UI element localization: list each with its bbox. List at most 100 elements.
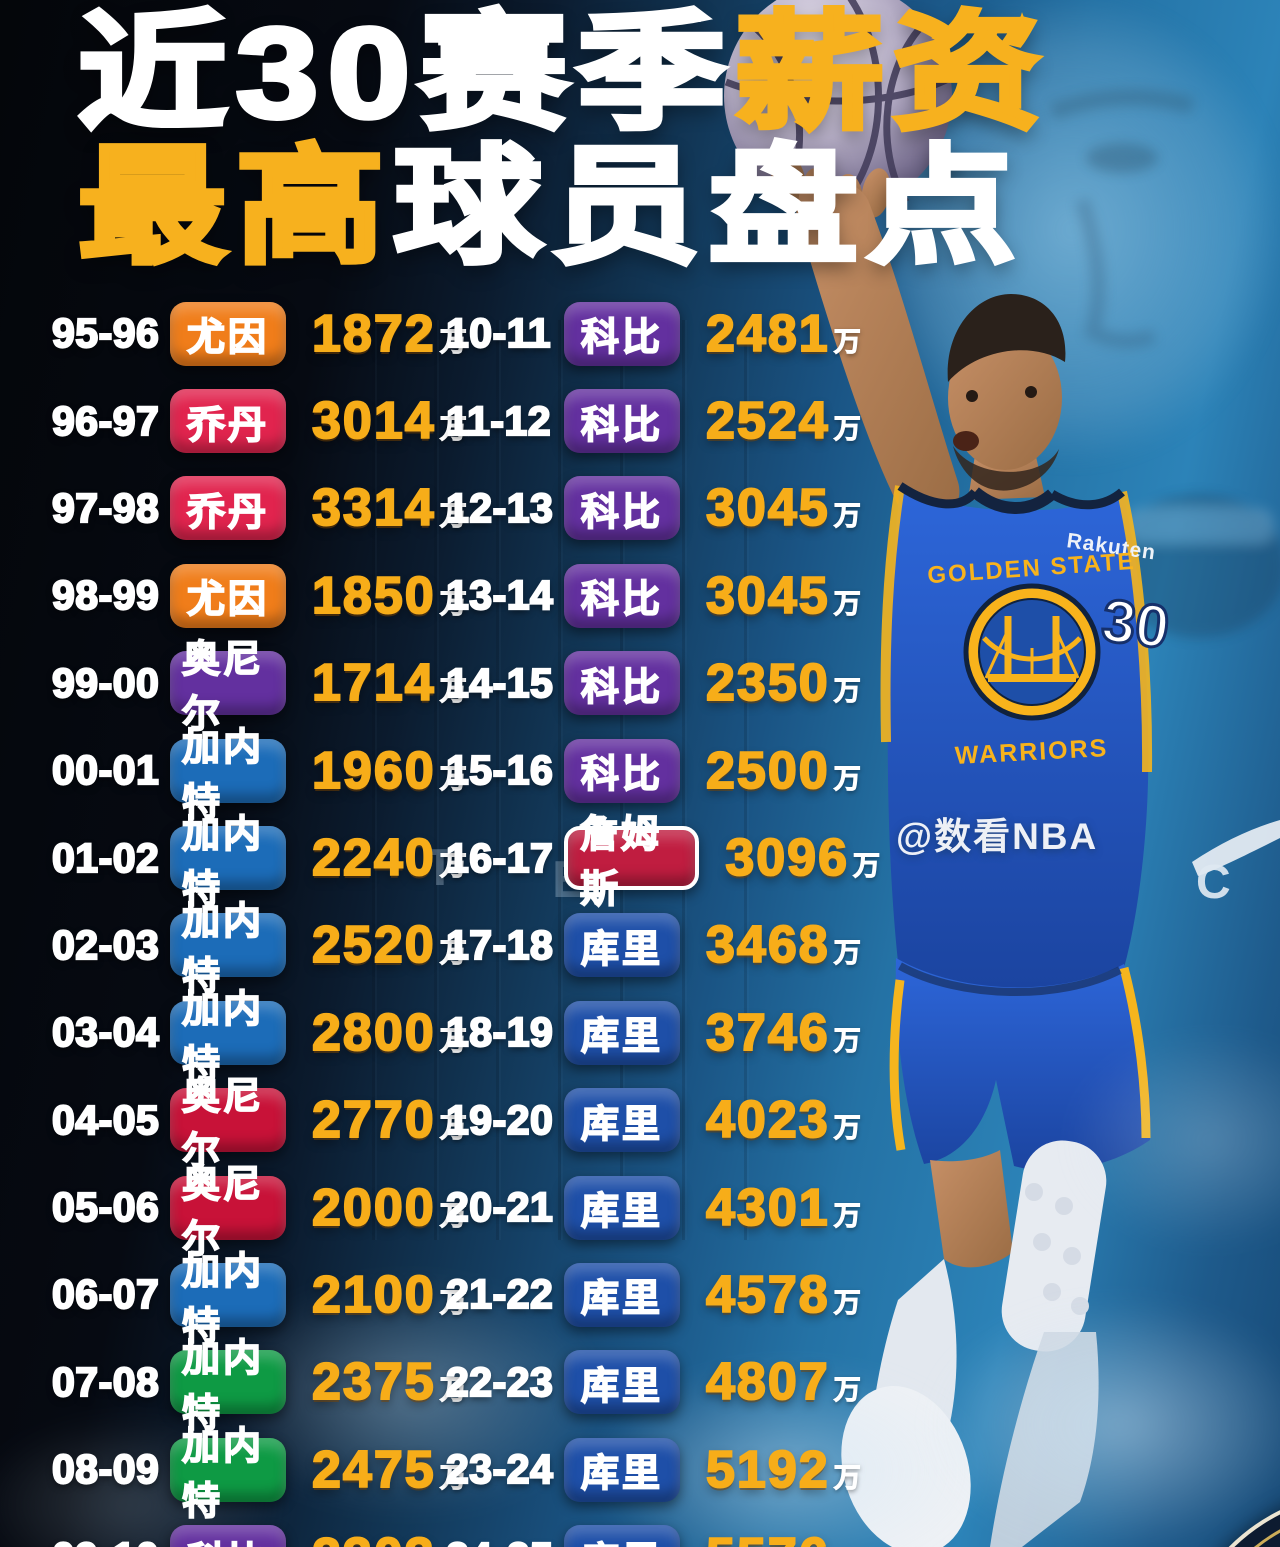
season-label: 99-00 xyxy=(51,659,160,707)
salary-number: 2800 xyxy=(311,1003,436,1063)
salary-unit: 万 xyxy=(833,1462,861,1493)
player-badge: 尤因 xyxy=(170,301,286,366)
salary-column-left: 95-96 尤因 1872 万 96-97 乔丹 3014 万 97-98 乔丹 3314 万 98-9… xyxy=(51,290,467,1547)
salary-unit: 万 xyxy=(833,326,861,357)
salary-row: 96-97 乔丹 3014 万 xyxy=(51,377,467,464)
salary-unit: 万 xyxy=(439,501,467,532)
salary-number: 2000 xyxy=(311,1178,436,1238)
salary-row: 10-11 科比 2481 万 xyxy=(445,290,880,377)
season-label: 23-24 xyxy=(445,1445,554,1493)
salary-number: 4807 xyxy=(705,1352,830,1412)
season-label: 24-25 xyxy=(445,1533,564,1547)
player-badge: 奥尼尔 xyxy=(170,1163,286,1261)
title-part-3: 最高 xyxy=(75,136,394,279)
salary-unit: 万 xyxy=(439,1025,467,1056)
salary-value: 2800 万 xyxy=(311,1003,467,1063)
salary-number: 2100 xyxy=(311,1265,436,1325)
season-label: 01-02 xyxy=(51,833,160,881)
salary-unit: 万 xyxy=(833,1375,861,1406)
player-head xyxy=(947,294,1066,500)
player-badge: 乔丹 xyxy=(170,476,286,541)
salary-value: 3468 万 xyxy=(705,915,861,975)
salary-value: 2350 万 xyxy=(705,653,861,713)
jersey-number-text: 30 xyxy=(1098,586,1172,661)
player-arm xyxy=(770,150,960,522)
salary-row: 17-18 库里 3468 万 xyxy=(445,902,880,989)
salary-number: 4578 xyxy=(705,1265,830,1325)
salary-unit: 万 xyxy=(439,1287,467,1318)
salary-number: 2481 xyxy=(705,304,830,364)
salary-row: 02-03 加内特 2520 万 xyxy=(51,901,467,1000)
salary-value: 2500 万 xyxy=(705,741,861,801)
season-label: 19-20 xyxy=(445,1096,554,1144)
salary-number: 3746 xyxy=(705,1003,830,1063)
season-label: 11-12 xyxy=(445,396,552,444)
player-badge: 加内特 xyxy=(170,813,286,912)
salary-number: 3468 xyxy=(705,915,830,975)
salary-unit: 万 xyxy=(439,938,467,969)
warriors-logo xyxy=(963,583,1101,721)
player-badge: 乔丹 xyxy=(170,389,286,454)
salary-unit: 万 xyxy=(853,851,881,882)
salary-value: 3096 万 xyxy=(724,828,881,888)
salary-row: 05-06 奥尼尔 2000 万 xyxy=(51,1163,467,1262)
background-c-letter: C xyxy=(1196,856,1231,909)
season-label: 14-15 xyxy=(445,659,554,707)
season-label: 95-96 xyxy=(51,309,160,357)
salary-value: 1872 万 xyxy=(311,304,467,364)
season-label: 17-18 xyxy=(445,921,554,969)
salary-unit: 万 xyxy=(439,588,467,619)
season-label: 09-10 xyxy=(51,1533,170,1547)
player-badge: 科比 xyxy=(564,389,680,454)
salary-unit: 万 xyxy=(439,851,467,882)
salary-number: 2475 xyxy=(311,1440,436,1500)
salary-value: 2520 万 xyxy=(311,915,467,975)
salary-row: 18-19 库里 3746 万 xyxy=(445,989,880,1076)
salary-number: 3045 xyxy=(705,478,830,538)
salary-row: 08-09 加内特 2475 万 xyxy=(51,1425,467,1524)
salary-row: 24-25库里 5576 万 xyxy=(445,1513,880,1547)
salary-number: 1714 xyxy=(311,653,436,713)
salary-value: 4807 万 xyxy=(705,1352,861,1412)
season-label: 98-99 xyxy=(51,571,160,619)
salary-unit: 万 xyxy=(833,1025,861,1056)
salary-value: 2375 万 xyxy=(311,1352,467,1412)
salary-row: 14-15 科比 2350 万 xyxy=(445,640,880,727)
season-label: 13-14 xyxy=(445,571,554,619)
player-badge: 加内特 xyxy=(170,726,286,824)
player-badge: 加内特 xyxy=(170,1250,286,1349)
salary-unit: 万 xyxy=(833,763,861,794)
salary-value: 1714 万 xyxy=(311,653,467,713)
salary-row: 06-07 加内特 2100 万 xyxy=(51,1250,467,1349)
salary-number: 4023 xyxy=(705,1090,830,1150)
player-badge: 科比 xyxy=(564,651,680,716)
salary-unit: 万 xyxy=(439,1200,467,1231)
salary-row: 13-14 科比 3045 万 xyxy=(445,552,880,639)
poster-title: 近30赛季薪资 最高球员盘点 xyxy=(75,7,1044,279)
season-label: 03-04 xyxy=(51,1008,160,1056)
season-label: 20-21 xyxy=(445,1183,554,1231)
background-ghost-letter-t: T xyxy=(424,839,456,897)
season-label: 10-11 xyxy=(445,309,552,357)
player-badge: 科比 xyxy=(564,563,680,628)
player-badge: 科比 xyxy=(564,476,680,541)
salary-row: 00-01 加内特 1960 万 xyxy=(51,726,467,825)
salary-value: 2000 万 xyxy=(311,1178,467,1238)
salary-row: 98-99 尤因 1850 万 xyxy=(51,552,467,639)
season-label: 96-97 xyxy=(51,396,160,444)
salary-value: 5192 万 xyxy=(705,1440,861,1500)
salary-row: 20-21 库里 4301 万 xyxy=(445,1164,880,1251)
salary-number: 3096 xyxy=(724,828,849,888)
salary-row: 19-20 库里 4023 万 xyxy=(445,1077,880,1164)
salary-value: 1960 万 xyxy=(311,741,467,801)
season-label: 12-13 xyxy=(445,484,554,532)
salary-row: 11-12 科比 2524 万 xyxy=(445,377,880,464)
salary-row: 16-17 詹姆斯 3096 万 xyxy=(445,813,881,912)
season-label: 18-19 xyxy=(445,1008,554,1056)
salary-number: 2303 xyxy=(311,1527,436,1547)
salary-value: 1850 万 xyxy=(311,566,467,626)
salary-number: 2500 xyxy=(705,741,830,801)
player-badge: 尤因 xyxy=(170,563,286,628)
salary-row: 12-13 科比 3045 万 xyxy=(445,465,880,552)
salary-unit: 万 xyxy=(439,414,467,445)
